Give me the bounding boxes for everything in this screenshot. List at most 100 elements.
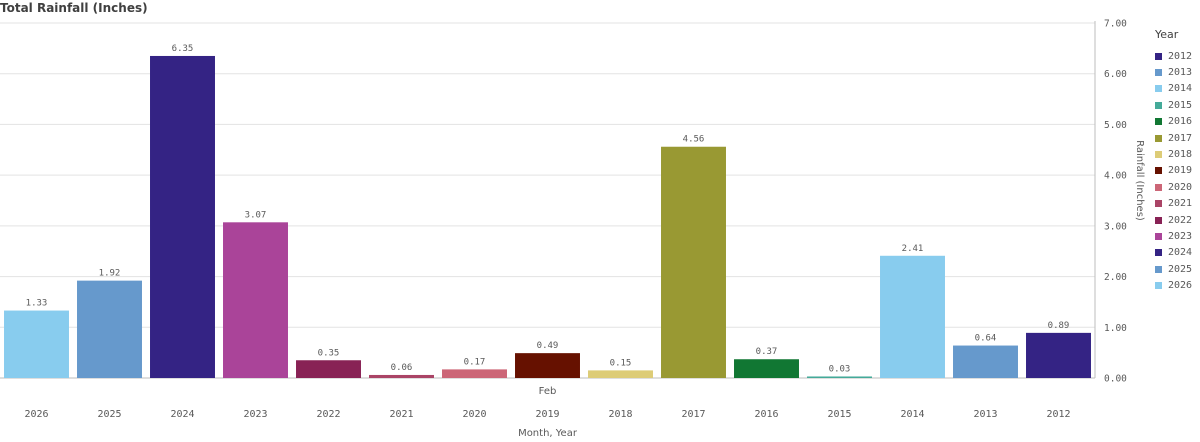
legend-items: 2012 2013 2014 2015 2016 2017 2018 2019 2020 2021… xyxy=(1155,48,1200,294)
legend-label: 2012 xyxy=(1168,50,1193,62)
x-tick-label: 2017 xyxy=(681,409,705,420)
data-label: 0.37 xyxy=(756,347,778,357)
data-label: 0.15 xyxy=(610,358,632,368)
legend-swatch xyxy=(1155,183,1162,191)
bar xyxy=(588,370,653,378)
data-label: 0.35 xyxy=(318,348,340,358)
x-tick-label: 2016 xyxy=(754,409,778,420)
x-tick-label: 2022 xyxy=(316,409,340,420)
y-tick-label: 1.00 xyxy=(1104,323,1127,334)
bar xyxy=(4,310,69,378)
legend-swatch xyxy=(1155,249,1162,257)
legend-item[interactable]: 2020 xyxy=(1155,179,1200,195)
data-label: 1.33 xyxy=(26,299,48,309)
x-tick-label: 2025 xyxy=(97,409,121,420)
data-label: 0.17 xyxy=(464,357,486,367)
legend-swatch xyxy=(1155,232,1162,240)
legend-item[interactable]: 2016 xyxy=(1155,114,1200,130)
y-tick-label: 7.00 xyxy=(1104,19,1127,30)
legend-item[interactable]: 2013 xyxy=(1155,64,1200,80)
legend-label: 2026 xyxy=(1168,280,1193,292)
data-label: 0.03 xyxy=(829,364,851,374)
legend-swatch xyxy=(1155,69,1162,77)
legend-label: 2015 xyxy=(1168,99,1193,111)
x-tick-label: 2026 xyxy=(24,409,48,420)
data-label: 1.92 xyxy=(99,269,121,279)
bar xyxy=(442,369,507,378)
bar xyxy=(515,353,580,378)
y-tick-label: 3.00 xyxy=(1104,221,1127,232)
x-tick-label: 2012 xyxy=(1046,409,1070,420)
bar xyxy=(77,280,142,378)
legend-swatch xyxy=(1155,118,1162,126)
legend-swatch xyxy=(1155,282,1162,290)
legend-label: 2025 xyxy=(1168,263,1193,275)
group-label: Feb xyxy=(539,386,557,397)
bar xyxy=(661,146,726,378)
bar xyxy=(223,222,288,378)
legend-label: 2013 xyxy=(1168,67,1193,79)
legend-item[interactable]: 2019 xyxy=(1155,163,1200,179)
bar xyxy=(150,55,215,378)
legend-label: 2021 xyxy=(1168,198,1193,210)
y-tick-label: 4.00 xyxy=(1104,171,1127,182)
legend-label: 2023 xyxy=(1168,230,1193,242)
x-tick-label: 2014 xyxy=(900,409,924,420)
bar xyxy=(296,360,361,378)
legend-item[interactable]: 2021 xyxy=(1155,196,1200,212)
bar xyxy=(807,376,872,378)
x-tick-label: 2023 xyxy=(243,409,267,420)
data-label: 4.56 xyxy=(683,135,705,145)
data-label: 0.06 xyxy=(391,363,413,373)
y-tick-label: 2.00 xyxy=(1104,272,1127,283)
data-label: 3.07 xyxy=(245,210,267,220)
legend-swatch xyxy=(1155,52,1162,60)
legend-swatch xyxy=(1155,85,1162,93)
legend-item[interactable]: 2014 xyxy=(1155,81,1200,97)
legend-item[interactable]: 2015 xyxy=(1155,97,1200,113)
legend-item[interactable]: 2024 xyxy=(1155,245,1200,261)
legend-swatch xyxy=(1155,134,1162,142)
x-tick-label: 2013 xyxy=(973,409,997,420)
y-tick-label: 5.00 xyxy=(1104,120,1127,131)
x-tick-label: 2020 xyxy=(462,409,486,420)
legend-title: Year xyxy=(1155,28,1179,41)
y-tick-label: 6.00 xyxy=(1104,69,1127,80)
legend-label: 2020 xyxy=(1168,181,1193,193)
x-tick-label: 2021 xyxy=(389,409,413,420)
data-label: 0.64 xyxy=(975,334,997,344)
legend-label: 2024 xyxy=(1168,247,1193,259)
x-tick-label: 2024 xyxy=(170,409,194,420)
x-tick-label: 2018 xyxy=(608,409,632,420)
legend-item[interactable]: 2023 xyxy=(1155,228,1200,244)
bar-chart: 0.00 1.00 2.00 3.00 4.00 5.00 6.00 7.00 Rainfall… xyxy=(0,19,1145,439)
legend-swatch xyxy=(1155,101,1162,109)
legend-item[interactable]: 2017 xyxy=(1155,130,1200,146)
bar xyxy=(734,359,799,378)
legend-swatch xyxy=(1155,167,1162,175)
legend-label: 2022 xyxy=(1168,214,1193,226)
legend-item[interactable]: 2025 xyxy=(1155,261,1200,277)
legend-swatch xyxy=(1155,200,1162,208)
y-tick-label: 0.00 xyxy=(1104,374,1127,385)
legend-label: 2017 xyxy=(1168,132,1193,144)
legend-label: 2016 xyxy=(1168,116,1193,128)
legend-label: 2018 xyxy=(1168,149,1193,161)
bar xyxy=(1026,332,1091,378)
data-label: 6.35 xyxy=(172,44,194,54)
legend-item[interactable]: 2018 xyxy=(1155,146,1200,162)
x-axis-title: Month, Year xyxy=(518,428,578,439)
bar xyxy=(369,374,434,378)
legend-label: 2019 xyxy=(1168,165,1193,177)
x-tick-label: 2015 xyxy=(827,409,851,420)
legend-swatch xyxy=(1155,151,1162,159)
legend-item[interactable]: 2012 xyxy=(1155,48,1200,64)
data-label: 0.49 xyxy=(537,341,559,351)
data-label: 0.89 xyxy=(1048,321,1070,331)
chart-title: Total Rainfall (Inches) xyxy=(0,1,148,15)
legend: Year 2012 2013 2014 2015 2016 2017 2018 2019 202… xyxy=(1155,28,1200,294)
legend-item[interactable]: 2022 xyxy=(1155,212,1200,228)
bar xyxy=(880,255,945,378)
legend-item[interactable]: 2026 xyxy=(1155,277,1200,293)
y-axis-title: Rainfall (Inches) xyxy=(1134,140,1145,221)
